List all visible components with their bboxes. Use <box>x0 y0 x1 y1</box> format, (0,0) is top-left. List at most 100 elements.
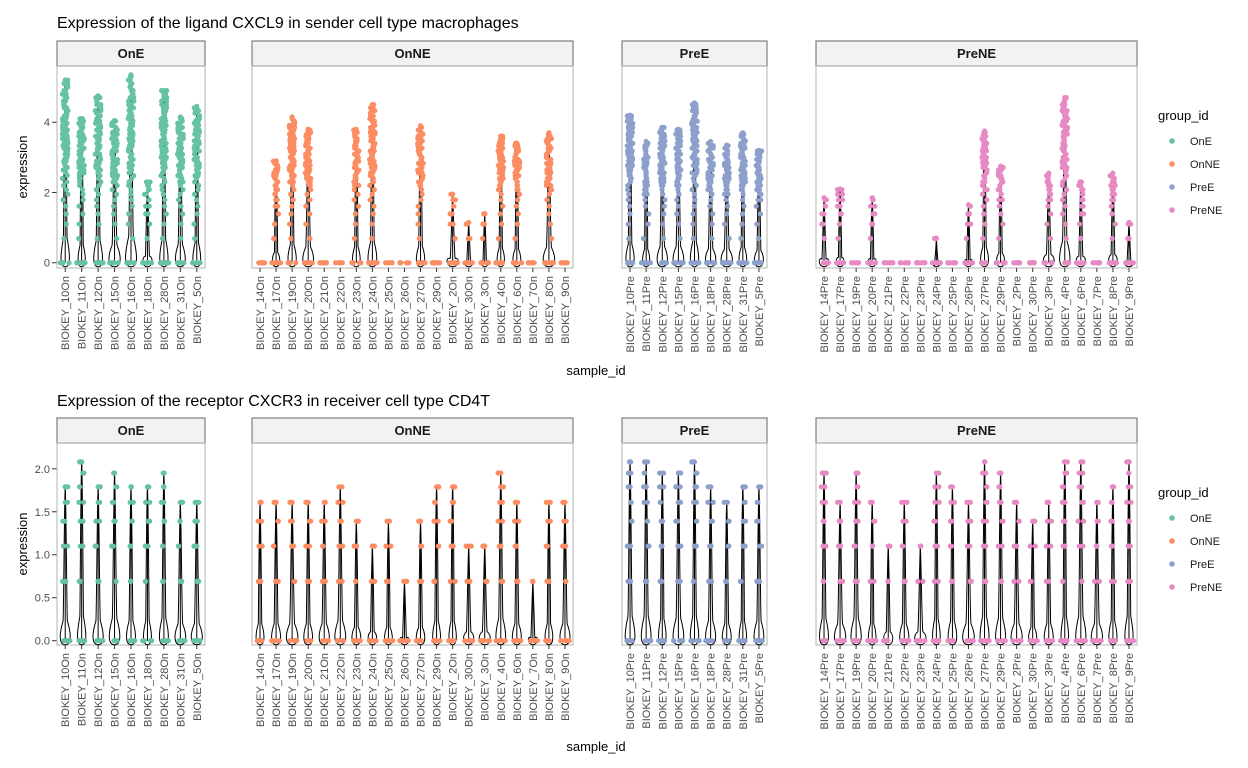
data-point <box>194 578 200 584</box>
data-point <box>1124 260 1131 266</box>
data-point <box>656 484 663 490</box>
data-point <box>624 638 630 644</box>
data-point <box>998 191 1004 197</box>
x-tick-label: BIOKEY_30Pre <box>1028 276 1040 352</box>
x-tick-label: BIOKEY_7Pre <box>1092 276 1104 346</box>
x-tick-label: BIOKEY_5On <box>192 276 204 344</box>
data-point <box>675 470 681 476</box>
data-point <box>529 260 535 266</box>
data-point <box>336 543 342 549</box>
data-point <box>837 186 843 192</box>
violin-BIOKEY_30Pre: BIOKEY_30Pre <box>1027 260 1040 352</box>
violin-BIOKEY_28Pre: BIOKEY_28Pre <box>721 499 734 729</box>
x-tick-label: BIOKEY_22On <box>335 276 347 350</box>
data-point <box>918 638 924 644</box>
data-point <box>466 543 472 549</box>
violin-BIOKEY_8On: BIOKEY_8On <box>542 130 557 344</box>
legend-key <box>1169 184 1175 190</box>
violin-BIOKEY_26Pre: BIOKEY_26Pre <box>962 499 976 729</box>
data-point <box>435 518 441 524</box>
data-point <box>304 191 310 197</box>
data-point <box>94 203 100 209</box>
data-point <box>63 187 70 193</box>
data-point <box>706 578 712 584</box>
data-point <box>545 518 551 524</box>
data-point <box>128 638 134 644</box>
data-point <box>496 543 502 549</box>
violin-BIOKEY_4Pre: BIOKEY_4Pre <box>1059 95 1072 346</box>
data-point <box>147 518 153 524</box>
data-point <box>1062 470 1068 476</box>
x-tick-label: BIOKEY_22Pre <box>899 276 911 352</box>
data-point <box>113 191 120 197</box>
data-point <box>130 499 136 505</box>
data-point <box>307 197 313 203</box>
violin-BIOKEY_27On: BIOKEY_27On <box>413 518 428 727</box>
data-point <box>710 499 716 505</box>
data-point <box>161 470 167 476</box>
data-point <box>1078 459 1084 465</box>
x-tick-label: BIOKEY_7On <box>528 653 540 721</box>
data-point <box>660 638 666 644</box>
data-point <box>625 470 631 476</box>
violin-outline <box>753 486 765 646</box>
data-point <box>369 221 375 227</box>
data-point <box>922 260 928 266</box>
data-point <box>355 191 361 197</box>
data-point <box>738 578 744 584</box>
violin-BIOKEY_21Pre: BIOKEY_21Pre <box>881 543 895 729</box>
data-point <box>979 191 986 197</box>
violin-outline <box>658 473 667 646</box>
data-point <box>997 187 1003 193</box>
violin-BIOKEY_24Pre: BIOKEY_24Pre <box>929 235 943 352</box>
data-point <box>902 578 908 584</box>
data-point <box>1106 260 1112 266</box>
data-point <box>642 578 648 584</box>
data-point <box>79 187 85 193</box>
x-tick-label: BIOKEY_7Pre <box>1092 653 1104 723</box>
data-point <box>660 235 667 242</box>
data-point <box>142 543 148 549</box>
violin-outline <box>399 581 410 646</box>
legend-label: PreNE <box>1190 582 1222 594</box>
data-point <box>1082 638 1088 644</box>
data-point <box>998 578 1004 584</box>
data-point <box>1080 211 1087 217</box>
data-point <box>174 260 181 266</box>
data-point <box>332 260 339 266</box>
data-point <box>1080 543 1086 549</box>
violin-outline <box>384 521 393 646</box>
data-point <box>1078 179 1084 185</box>
violin-BIOKEY_9Pre: BIOKEY_9Pre <box>1124 459 1137 723</box>
data-point <box>738 187 744 193</box>
data-point <box>178 221 184 227</box>
data-point <box>319 578 325 584</box>
data-point <box>754 499 760 505</box>
violin-BIOKEY_27On: BIOKEY_27On <box>415 123 428 350</box>
data-point <box>742 543 748 549</box>
data-point <box>195 187 201 193</box>
data-point <box>482 210 488 217</box>
data-point <box>839 197 846 203</box>
violin-BIOKEY_29Pre: BIOKEY_29Pre <box>993 163 1008 352</box>
data-point <box>289 203 295 209</box>
data-point <box>288 211 294 217</box>
x-tick-label: BIOKEY_20On <box>303 653 315 727</box>
chart-1: Expression of the ligand CXCL9 in sender… <box>15 15 1222 378</box>
data-point <box>148 260 155 266</box>
data-point <box>661 203 667 209</box>
data-point <box>693 499 700 505</box>
data-point <box>287 260 293 266</box>
violin-outline <box>754 150 764 268</box>
data-point <box>1111 191 1118 197</box>
violin-BIOKEY_20On: BIOKEY_20On <box>303 499 315 727</box>
data-point <box>1002 638 1008 644</box>
x-tick-label: BIOKEY_17Pre <box>835 653 847 729</box>
data-point <box>417 123 424 129</box>
data-point <box>335 499 341 505</box>
data-point <box>753 638 759 644</box>
data-point <box>1092 638 1099 644</box>
data-point <box>736 260 742 266</box>
data-point <box>1127 578 1133 584</box>
